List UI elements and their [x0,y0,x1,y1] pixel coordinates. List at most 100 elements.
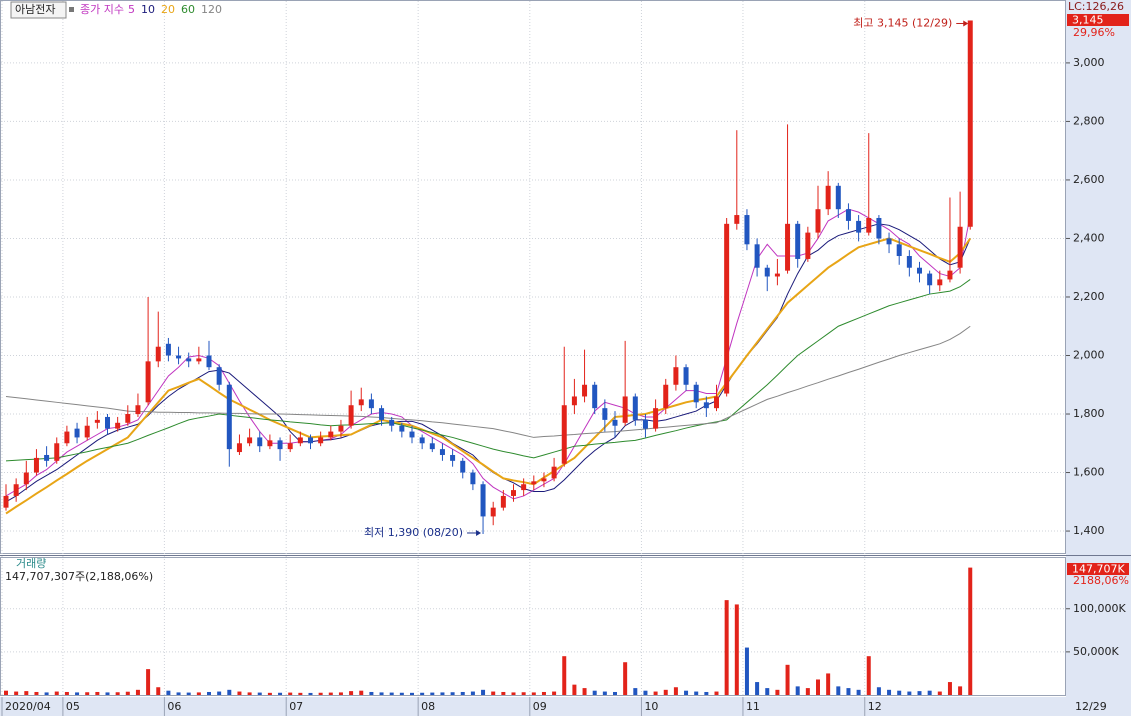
legend-entry: 5 [128,3,135,16]
volume-bar [338,692,343,695]
volume-bar [34,691,39,695]
candle-body [490,507,496,517]
candle-body [815,209,821,233]
candle-body [358,399,364,406]
price-panel-frame [0,0,1066,554]
volume-bar [156,687,161,695]
y-tick-label: 1,600 [1073,466,1105,479]
stock-name-box[interactable] [10,1,67,19]
volume-bar [95,691,100,695]
volume-bar [450,692,455,695]
candle-body [703,402,709,409]
candle-body [338,425,344,432]
last-price: 3,145 [1072,14,1104,27]
volume-title: 거래량 [16,557,46,570]
candle-body [785,223,791,271]
candle-body [724,223,730,394]
volume-bar [511,692,516,695]
candle-body [419,437,425,444]
volume-bar [430,692,435,695]
volume-bar [521,692,526,695]
volume-bar [968,567,973,695]
volume-bar [410,692,414,695]
candle-body [531,481,537,485]
candle-body [561,405,567,464]
volume-bar [389,692,394,695]
candle-body [176,355,182,359]
legend-entry: 60 [181,3,195,16]
volume-bar [298,692,303,695]
candle-body [135,405,141,415]
volume-bar [602,691,607,695]
high-annotation: 최고 3,145 (12/29) [853,16,952,29]
x-tick-label: 12 [868,700,882,713]
volume-bar [826,673,831,695]
candle-body [74,428,80,438]
candle-body [186,358,192,362]
candle-body [33,457,39,473]
candle-body [551,466,557,479]
change-label: 29,96% [1073,26,1115,39]
candle-body [379,408,385,420]
candle-body [297,437,303,444]
volume-bar [684,690,689,695]
y-tick-label: 3,000 [1073,56,1105,69]
candle-body [165,343,171,356]
x-tick-label: 05 [66,700,80,713]
candle-body [947,270,953,280]
candle-body [145,361,151,403]
candle-body [582,384,588,397]
candle-body [805,232,811,259]
x-tick-label: 07 [289,700,303,713]
candle-body [389,419,395,426]
volume-bar [308,692,313,695]
volume-bar [816,679,820,695]
labels: 아남전자 종가 지수 LC:126,26 3,145 29,96% 거래량 14… [5,0,1129,713]
candle-body [236,443,242,453]
candle-body [856,220,862,233]
volume-bar [643,690,648,695]
last-price-box [1067,14,1129,26]
volume-bar [501,691,506,695]
volume-bar [44,692,49,695]
stock-name[interactable]: 아남전자 [15,3,55,16]
candle-body [267,440,273,447]
volume-bar [4,690,8,695]
volume-bar [14,691,19,695]
volume-bar [714,691,719,695]
volume-bar [359,690,364,695]
x-tick-label: 11 [746,700,760,713]
legend-entry: 10 [141,3,155,16]
volume-bar [917,691,922,695]
y-tick-label: 2,400 [1073,231,1105,244]
volume-bar [237,691,242,695]
volume-bar [420,692,425,695]
volume-bar [135,689,140,695]
volume-bar [937,691,942,695]
volume-bar [227,689,232,695]
ma-line [5,325,971,438]
volume-bar [369,691,374,695]
candle-body [744,215,750,245]
volume-bar [207,691,211,695]
volume-bar [318,692,323,695]
volume-bar [75,692,80,695]
legend-prefix: 종가 지수 [80,3,124,16]
x-tick-label: 09 [533,700,547,713]
candle-body [886,238,892,245]
volume-bar [907,691,912,695]
y-tick-label: 2,200 [1073,290,1105,303]
volume-change: 2188,06% [1073,574,1129,587]
volume-bar [247,692,252,695]
candle-body [632,396,638,420]
volume-bar [257,692,262,695]
candle-body [714,396,719,409]
legend-entry: 20 [161,3,175,16]
candle-body [23,472,29,485]
volume-bar [744,647,749,695]
candle-body [500,495,506,508]
volume-bar [491,691,496,695]
volume-bar [470,691,475,695]
volume-bar [866,656,871,695]
volume-bar [217,691,222,695]
